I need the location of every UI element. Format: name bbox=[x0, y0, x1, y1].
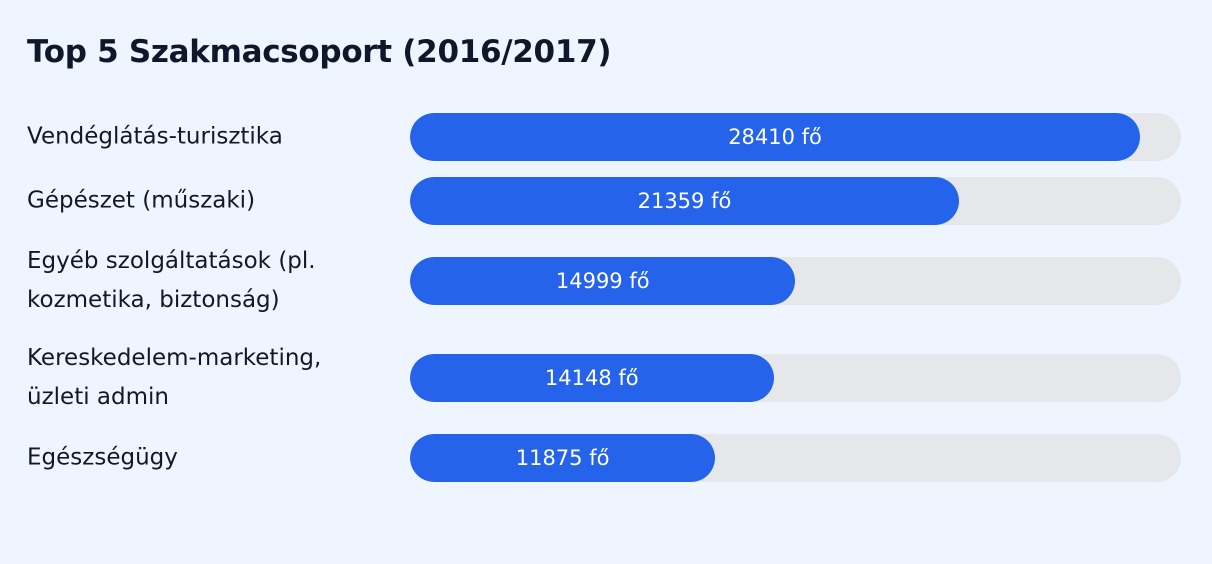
chart-title: Top 5 Szakmacsoport (2016/2017) bbox=[27, 34, 612, 70]
bar-value-label: 11875 fő bbox=[515, 446, 610, 470]
category-label: Egészségügy bbox=[27, 444, 178, 471]
category-label: Egyéb szolgáltatások (pl. kozmetika, biz… bbox=[27, 248, 316, 313]
bar-track: 21359 fő bbox=[410, 177, 1181, 225]
bar bbox=[410, 177, 959, 225]
bar-track: 28410 fő bbox=[410, 113, 1181, 161]
category-label: Gépészet (műszaki) bbox=[27, 187, 256, 214]
bar-track: 14148 fő bbox=[410, 354, 1181, 402]
category-label: Vendéglátás-turisztika bbox=[27, 123, 283, 150]
bar-track: 11875 fő bbox=[410, 434, 1181, 482]
bar-value-label: 21359 fő bbox=[637, 189, 732, 213]
bar bbox=[410, 354, 774, 402]
bar bbox=[410, 257, 796, 305]
bar-value-label: 28410 fő bbox=[728, 125, 822, 149]
bar-value-label: 14999 fő bbox=[555, 269, 650, 293]
category-label: Kereskedelem-marketing, üzleti admin bbox=[27, 345, 322, 410]
bar-value-label: 14148 fő bbox=[544, 366, 639, 390]
bar-track: 14999 fő bbox=[410, 257, 1181, 305]
bar bbox=[410, 434, 716, 482]
bar bbox=[410, 113, 1141, 161]
